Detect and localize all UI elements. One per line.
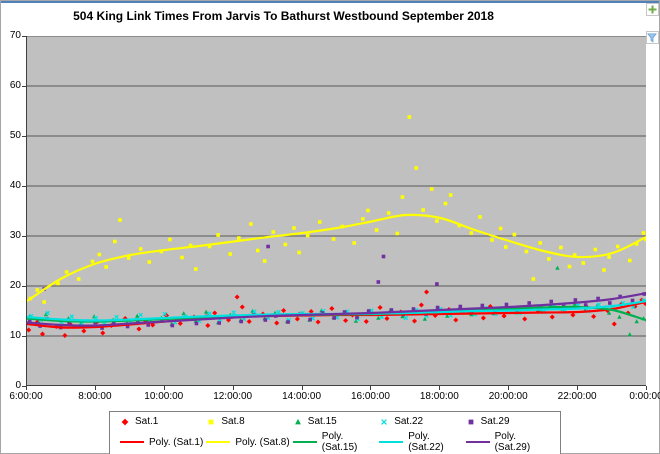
x-axis-tick-label: 20:00:00 <box>488 391 528 402</box>
sat8-marker-icon <box>208 419 214 424</box>
y-axis-tick-label: 60 <box>9 80 21 91</box>
x-axis-tick-label: 14:00:00 <box>282 391 322 402</box>
legend: Sat.1 Sat.8 Sat.15 Sat.22 Sat.29 Poly. (… <box>109 411 561 454</box>
funnel-icon <box>647 32 657 43</box>
legend-label: Poly. (Sat.8) <box>235 436 290 448</box>
top-accent-line <box>1 1 659 3</box>
chart-elements-button[interactable] <box>645 3 659 16</box>
x-axis-tick-mark <box>163 386 165 390</box>
y-axis-tick-mark <box>22 386 26 387</box>
legend-label: Poly. (Sat.1) <box>149 436 204 448</box>
poly-sat15-line-swatch <box>292 441 317 443</box>
y-axis-tick-label: 70 <box>9 30 21 41</box>
legend-label: Sat.1 <box>135 416 159 427</box>
x-axis-tick-label: 6:00:00 <box>9 391 43 402</box>
x-axis-tick-mark <box>26 386 27 390</box>
poly-sat8-line-swatch <box>206 441 231 443</box>
legend-item-poly-sat29[interactable]: Poly. (Sat.29) <box>465 431 550 453</box>
y-axis-tick-label: 10 <box>9 330 21 341</box>
y-axis-tick-mark <box>22 86 26 87</box>
sat29-marker-icon <box>468 419 473 424</box>
sat15-marker-icon <box>294 418 301 424</box>
x-axis-tick-mark <box>232 386 234 390</box>
x-axis-tick-mark <box>577 386 579 390</box>
y-axis-tick-label: 30 <box>9 230 21 241</box>
x-axis-tick-label: 22:00:00 <box>557 391 597 402</box>
x-axis-tick-label: 10:00:00 <box>144 391 184 402</box>
y-axis-tick-mark <box>22 236 26 237</box>
legend-label: Sat.15 <box>307 416 337 427</box>
legend-label: Sat.29 <box>480 416 510 427</box>
poly-sat22-line-swatch <box>379 441 404 443</box>
poly-sat1-line-swatch <box>120 441 144 443</box>
x-axis-tick-label: 8:00:00 <box>78 391 112 402</box>
y-axis-tick-mark <box>22 186 26 187</box>
x-axis-tick-mark <box>646 386 647 390</box>
legend-item-poly-sat22[interactable]: Poly. (Sat.22) <box>379 431 463 453</box>
y-axis-tick-mark <box>22 36 26 37</box>
legend-item-poly-sat15[interactable]: Poly. (Sat.15) <box>292 431 377 453</box>
legend-label: Poly. (Sat.15) <box>321 431 358 453</box>
y-axis-tick-label: 0 <box>15 380 21 391</box>
chart-title: 504 King Link Times From Jarvis To Bathu… <box>73 9 494 23</box>
x-axis-tick-label: 0:00:00 <box>629 391 660 402</box>
legend-item-sat1[interactable]: Sat.1 <box>120 416 204 427</box>
x-axis-tick-label: 12:00:00 <box>213 391 253 402</box>
x-axis-tick-mark <box>94 386 96 390</box>
poly-sat29-line-swatch <box>465 441 490 443</box>
legend-label: Poly. (Sat.22) <box>408 431 444 453</box>
x-axis-tick-mark <box>439 386 441 390</box>
y-axis-tick-mark <box>22 286 26 287</box>
chart-filters-button[interactable] <box>645 31 659 44</box>
sat1-marker-icon <box>121 418 129 425</box>
sat22-marker-icon <box>381 418 388 425</box>
legend-label: Sat.22 <box>394 416 424 427</box>
plus-icon <box>648 5 656 14</box>
y-axis-tick-label: 20 <box>9 280 21 291</box>
legend-item-sat8[interactable]: Sat.8 <box>206 416 290 427</box>
x-axis-tick-mark <box>370 386 372 390</box>
y-axis-tick-mark <box>22 336 26 337</box>
chart-side-toolbar <box>645 3 659 44</box>
x-axis-tick-mark <box>301 386 303 390</box>
y-axis-tick-label: 50 <box>9 130 21 141</box>
legend-item-sat29[interactable]: Sat.29 <box>466 416 550 427</box>
y-axis-tick-label: 40 <box>9 180 21 191</box>
legend-item-poly-sat8[interactable]: Poly. (Sat.8) <box>206 431 290 453</box>
legend-label: Poly. (Sat.29) <box>494 431 531 453</box>
y-axis-tick-mark <box>22 136 26 137</box>
x-axis-tick-label: 18:00:00 <box>419 391 459 402</box>
legend-item-sat22[interactable]: Sat.22 <box>379 416 463 427</box>
plot-area <box>26 36 646 386</box>
legend-item-sat15[interactable]: Sat.15 <box>293 416 377 427</box>
x-axis-tick-mark <box>508 386 510 390</box>
x-axis-tick-label: 16:00:00 <box>350 391 390 402</box>
legend-item-poly-sat1[interactable]: Poly. (Sat.1) <box>120 431 204 453</box>
legend-label: Sat.8 <box>221 416 245 427</box>
